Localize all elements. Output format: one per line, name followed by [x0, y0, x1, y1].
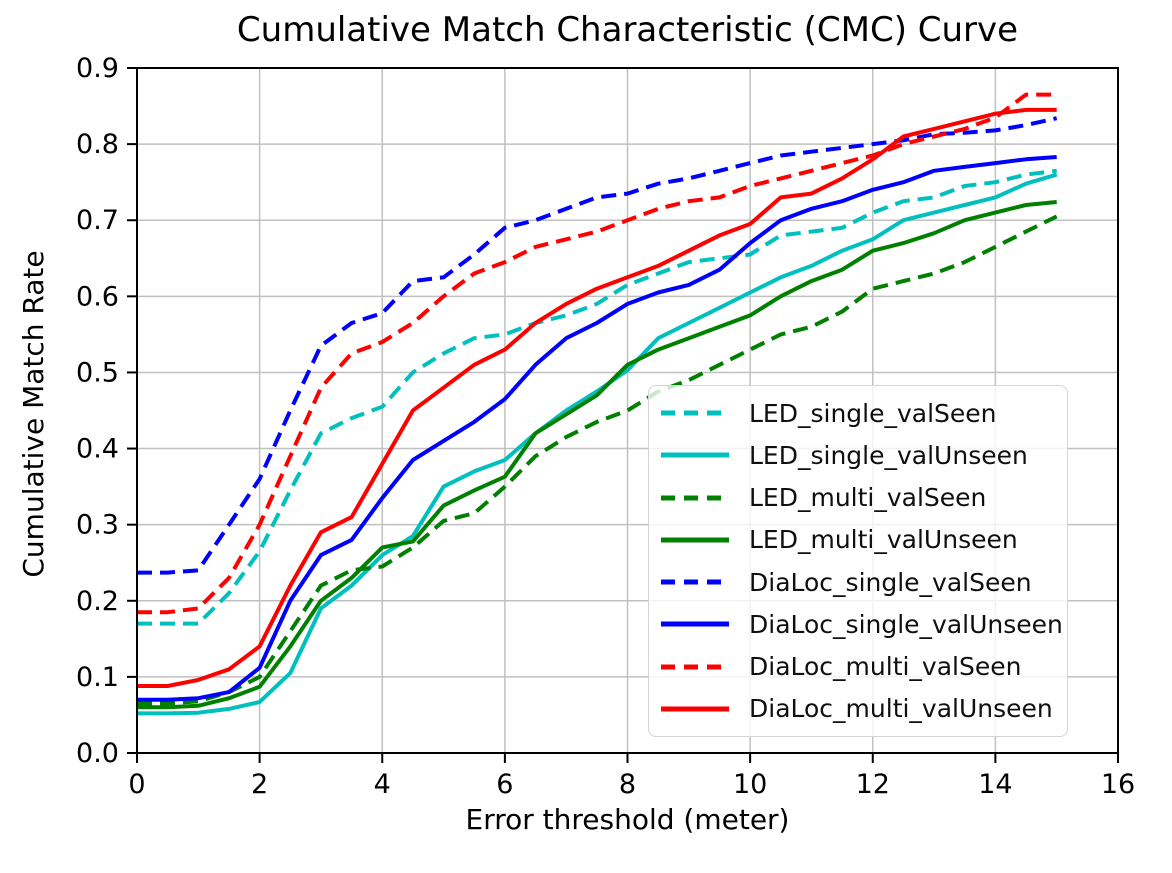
series-LED_multi_valUnseen — [137, 200, 1057, 710]
y-tick-label: 0.9 — [76, 53, 119, 84]
legend-line-sample — [661, 706, 729, 712]
legend-label: LED_multi_valSeen — [749, 483, 987, 513]
x-tick-label: 14 — [978, 769, 1012, 800]
series-DiaLoc_multi_valSeen — [137, 92, 1057, 615]
x-tick-label: 16 — [1101, 769, 1135, 800]
legend-row: LED_multi_valUnseen — [659, 520, 1067, 560]
legend-line-sample — [661, 452, 729, 458]
legend-line-sample — [661, 579, 729, 585]
y-tick-label: 0.6 — [76, 281, 119, 312]
legend-label: DiaLoc_single_valUnseen — [749, 609, 1063, 639]
x-axis-label: Error threshold (meter) — [465, 803, 790, 836]
y-tick-label: 0.7 — [76, 205, 119, 236]
y-axis-label: Cumulative Match Rate — [17, 250, 50, 578]
legend-line-sample — [661, 664, 729, 670]
x-tick-label: 10 — [733, 769, 767, 800]
legend-row: LED_single_valUnseen — [659, 435, 1067, 475]
legend-label: LED_single_valSeen — [749, 398, 997, 428]
legend-label: LED_multi_valUnseen — [749, 525, 1018, 555]
y-tick-label: 0.5 — [76, 357, 119, 388]
series-LED_multi_valSeen — [137, 214, 1058, 706]
legend-label: DiaLoc_multi_valUnseen — [749, 694, 1053, 724]
legend-label: LED_single_valUnseen — [749, 440, 1028, 470]
series-DiaLoc_single_valUnseen — [137, 155, 1057, 702]
y-tick-label: 0.0 — [76, 738, 119, 769]
x-tick-label: 12 — [856, 769, 890, 800]
series-LED_single_valSeen — [137, 168, 1057, 626]
series-DiaLoc_multi_valUnseen — [137, 107, 1057, 688]
chart-title: Cumulative Match Characteristic (CMC) Cu… — [236, 10, 1019, 50]
x-tick-label: 2 — [251, 769, 268, 800]
legend-line-sample — [661, 621, 729, 627]
legend-label: DiaLoc_multi_valSeen — [749, 652, 1022, 682]
legend-row: DiaLoc_single_valSeen — [659, 562, 1067, 602]
legend-row: LED_multi_valSeen — [659, 478, 1067, 518]
x-tick-label: 8 — [619, 769, 636, 800]
legend-line-sample — [661, 495, 729, 501]
series-DiaLoc_single_valSeen — [137, 116, 1058, 575]
legend-label: DiaLoc_single_valSeen — [749, 567, 1032, 597]
legend-line-sample — [661, 537, 729, 543]
y-tick-label: 0.2 — [76, 586, 119, 617]
legend: LED_single_valSeen LED_single_valUnseen LE… — [648, 385, 1068, 737]
x-tick-label: 4 — [374, 769, 391, 800]
legend-row: DiaLoc_multi_valUnseen — [659, 689, 1067, 729]
y-tick-label: 0.8 — [76, 129, 119, 160]
x-tick-label: 0 — [128, 769, 145, 800]
y-tick-label: 0.3 — [76, 510, 119, 541]
legend-row: DiaLoc_multi_valSeen — [659, 647, 1067, 687]
legend-row: DiaLoc_single_valUnseen — [659, 604, 1067, 644]
series-LED_single_valUnseen — [137, 172, 1058, 716]
x-tick-label: 6 — [496, 769, 513, 800]
legend-row: LED_single_valSeen — [659, 393, 1067, 433]
legend-line-sample — [661, 410, 729, 416]
y-tick-label: 0.1 — [76, 662, 119, 693]
y-tick-label: 0.4 — [76, 434, 119, 465]
